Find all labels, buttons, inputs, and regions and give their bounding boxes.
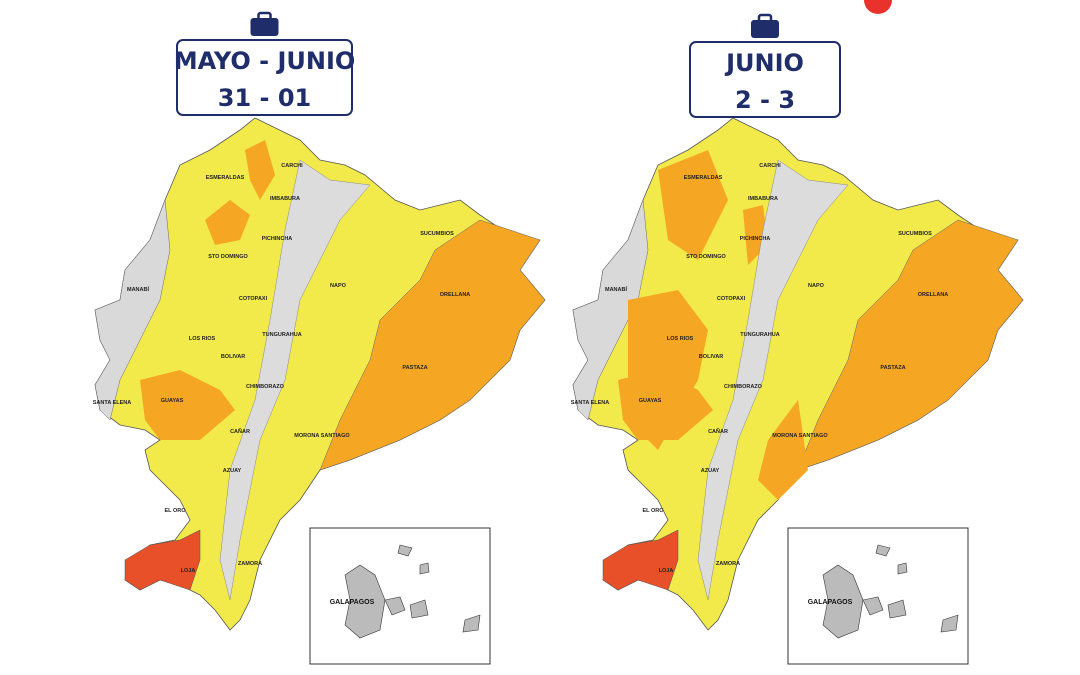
province-label: GUAYAS	[639, 398, 662, 404]
region	[219, 159, 371, 601]
province-label: STO DOMINGO	[686, 254, 726, 260]
island	[940, 614, 959, 633]
province-label: ORELLANA	[440, 292, 471, 298]
province-label: CARCHI	[759, 163, 781, 169]
header-line: JUNIO	[724, 49, 804, 77]
header-line: 31 - 01	[218, 84, 311, 112]
province-label: PASTAZA	[880, 365, 905, 371]
header-box	[689, 41, 841, 118]
province-label: AZUAY	[701, 468, 720, 474]
region	[658, 150, 728, 260]
region	[319, 219, 546, 471]
province-label: NAPO	[330, 283, 347, 289]
island	[897, 562, 908, 575]
region	[572, 199, 649, 421]
province-label: ESMERALDAS	[206, 175, 245, 181]
province-label: MORONA SANTIAGO	[294, 433, 350, 439]
province-label: ESMERALDAS	[684, 175, 723, 181]
header-line: 2 - 3	[735, 86, 795, 114]
province-label: SUCUMBIOS	[898, 231, 932, 237]
island	[862, 596, 884, 616]
island	[887, 599, 907, 619]
region	[618, 370, 713, 440]
suitcase-handle	[757, 13, 773, 24]
province-label: ORELLANA	[918, 292, 949, 298]
province-label: EL ORO	[165, 508, 187, 514]
province-label: SUCUMBIOS	[420, 231, 454, 237]
map-panel: ESMERALDAS CARCHI IMBABURA PICHINCHA STO DOM…	[571, 13, 1024, 665]
province-label: MANABÍ	[127, 285, 149, 293]
region	[602, 529, 679, 591]
island	[344, 564, 386, 639]
province-label: ZAMORA	[716, 561, 740, 567]
suitcase-icon	[250, 18, 279, 36]
province-label: PASTAZA	[402, 365, 427, 371]
suitcase-handle	[257, 11, 272, 22]
province-label: SANTA ELENA	[571, 400, 610, 406]
province-label: CHIMBORAZO	[246, 384, 285, 390]
region	[205, 200, 250, 245]
province-label: EL ORO	[643, 508, 665, 514]
logo-dot	[864, 0, 892, 14]
island	[397, 544, 413, 557]
province-label: PICHINCHA	[740, 236, 771, 242]
inset-label: GALAPAGOS	[808, 599, 853, 606]
province-label: COTOPAXI	[717, 296, 746, 302]
province-label: NAPO	[808, 283, 825, 289]
header-line: MAYO - JUNIO	[174, 47, 356, 75]
island	[462, 614, 481, 633]
province-label: TUNGURAHUA	[740, 332, 779, 338]
province-label: ZAMORA	[238, 561, 262, 567]
island	[822, 564, 864, 639]
province-label: CAÑAR	[708, 428, 728, 435]
map-panel: ESMERALDAS CARCHI IMBABURA PICHINCHA STO DOM…	[93, 11, 546, 665]
inset-label: GALAPAGOS	[330, 599, 375, 606]
province-label: IMBABURA	[270, 196, 300, 202]
province-label: BOLIVAR	[699, 354, 723, 360]
region	[245, 140, 275, 200]
province-label: LOS RIOS	[189, 336, 216, 342]
province-label: LOJA	[181, 568, 196, 574]
province-label: SANTA ELENA	[93, 400, 132, 406]
island	[419, 562, 430, 575]
province-label: CARCHI	[281, 163, 303, 169]
province-label: LOS RIOS	[667, 336, 694, 342]
province-label: PICHINCHA	[262, 236, 293, 242]
province-label: AZUAY	[223, 468, 242, 474]
province-label: IMBABURA	[748, 196, 778, 202]
province-label: GUAYAS	[161, 398, 184, 404]
region	[797, 219, 1024, 471]
province-label: BOLIVAR	[221, 354, 245, 360]
region	[140, 370, 235, 440]
island	[409, 599, 429, 619]
suitcase-icon	[751, 20, 779, 38]
header-box	[176, 39, 353, 116]
province-label: COTOPAXI	[239, 296, 268, 302]
region	[124, 529, 201, 591]
island	[384, 596, 406, 616]
province-label: MANABÍ	[605, 285, 627, 293]
island	[875, 544, 891, 557]
region	[94, 199, 171, 421]
province-label: LOJA	[659, 568, 674, 574]
province-label: CHIMBORAZO	[724, 384, 763, 390]
region	[697, 159, 849, 601]
province-label: STO DOMINGO	[208, 254, 248, 260]
region	[758, 400, 808, 500]
province-label: CAÑAR	[230, 428, 250, 435]
province-label: MORONA SANTIAGO	[772, 433, 828, 439]
province-label: TUNGURAHUA	[262, 332, 301, 338]
